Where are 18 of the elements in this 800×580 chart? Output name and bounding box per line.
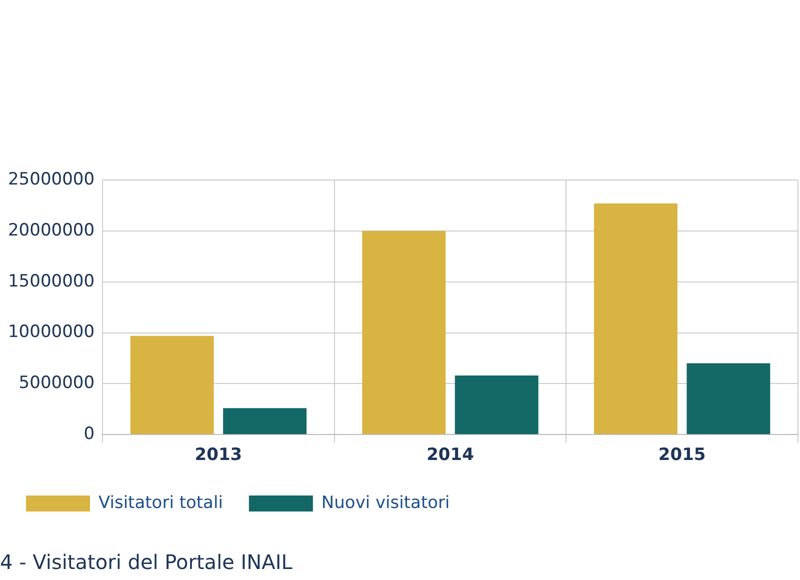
y-tick-label: 25000000: [8, 169, 95, 190]
y-tick-label: 5000000: [18, 373, 95, 394]
x-tick-label: 2013: [194, 445, 242, 466]
legend-label: Visitatori totali: [98, 492, 223, 513]
x-tick-label: 2015: [658, 445, 706, 466]
bar: [454, 376, 538, 434]
y-tick-label: 10000000: [8, 322, 95, 342]
bar: [594, 203, 678, 434]
x-tick-label: 2014: [426, 445, 474, 466]
bar: [130, 336, 214, 434]
bar: [362, 230, 446, 434]
bar: [686, 363, 770, 434]
bar: [223, 408, 307, 434]
legend-label: Nuovi visitatori: [321, 492, 450, 513]
y-tick-label: 0: [84, 424, 95, 444]
y-tick-label: 20000000: [8, 220, 95, 240]
y-tick-label: 15000000: [8, 271, 95, 292]
text: 4 - Visitatori del Portale INAIL: [0, 550, 294, 574]
